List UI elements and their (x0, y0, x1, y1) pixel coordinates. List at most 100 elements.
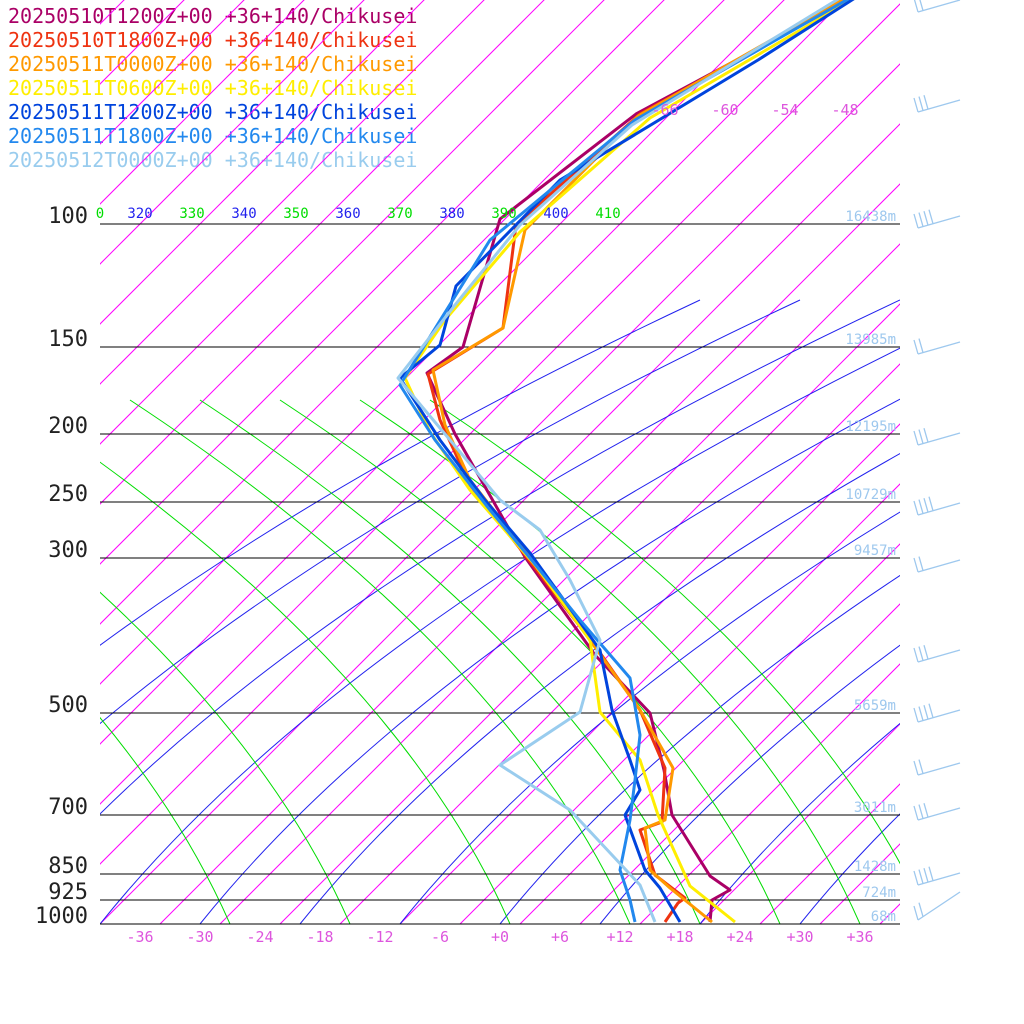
isotherm-line (100, 0, 785, 685)
moist-adiabat-line (100, 717, 231, 924)
wind-barb (913, 427, 961, 446)
temperature-tick-label: +12 (606, 928, 633, 946)
height-label: 68m (871, 909, 896, 925)
isotherm-label: -60 (711, 101, 738, 119)
isotherm-line (279, 303, 900, 924)
height-label: 13985m (845, 332, 896, 348)
theta-label: 320 (127, 206, 152, 222)
isotherm-line (100, 0, 365, 265)
wind-barb (913, 703, 961, 723)
temperature-tick-label: +0 (491, 928, 509, 946)
isotherm-line (399, 423, 900, 924)
dry-adiabat-line (100, 347, 900, 924)
isotherm-line (100, 0, 605, 505)
pressure-label: 150 (48, 327, 88, 352)
height-label: 5659m (854, 698, 896, 714)
temperature-tick-label: +6 (551, 928, 569, 946)
isotherm-line (579, 603, 900, 924)
temperature-tick-label: +18 (666, 928, 693, 946)
dry-adiabat-line (100, 299, 701, 646)
pressure-label: 300 (48, 538, 88, 563)
height-label: 16438m (845, 209, 896, 225)
legend-item: 20250511T1800Z+00 +36+140/Chikusei (8, 124, 418, 148)
moist-adiabat-line (129, 399, 631, 924)
temperature-tick-label: +36 (846, 928, 873, 946)
isotherm-line (159, 183, 900, 924)
wind-barb (913, 866, 961, 886)
wind-barb (913, 802, 961, 821)
moist-adiabat-line (199, 399, 701, 924)
isotherm-line (759, 783, 900, 924)
temperature-profile-line (403, 0, 855, 924)
temperature-tick-label: -12 (366, 928, 393, 946)
legend-item: 20250512T0000Z+00 +36+140/Chikusei (8, 148, 418, 172)
temperature-tick-label: -6 (431, 928, 449, 946)
temperature-tick-label: +24 (726, 928, 753, 946)
wind-barb (913, 556, 961, 573)
dry-adiabat-line (699, 722, 900, 924)
theta-label: 380 (439, 206, 464, 222)
theta-label: 350 (283, 206, 308, 222)
isotherm-line (100, 63, 900, 865)
pressure-label: 925 (48, 880, 88, 905)
wind-barb (913, 338, 961, 355)
isotherm-label: -66 (651, 101, 678, 119)
dry-adiabat-line (499, 574, 900, 924)
wind-barb (913, 891, 961, 921)
pressure-label: 250 (48, 482, 88, 507)
pressure-label: 200 (48, 414, 88, 439)
isotherm-line (100, 0, 845, 745)
height-label: 3011m (854, 800, 896, 816)
isotherm-line (339, 363, 900, 924)
height-label: 724m (862, 885, 896, 901)
theta-label: 410 (595, 206, 620, 222)
height-label: 9457m (854, 543, 896, 559)
moist-adiabat-line (100, 461, 511, 924)
theta-label: 0 (96, 206, 104, 222)
moist-adiabat-line (429, 399, 900, 865)
theta-label: 330 (179, 206, 204, 222)
temperature-tick-label: -18 (306, 928, 333, 946)
wind-barb (913, 496, 961, 516)
moist-adiabat-line (279, 399, 781, 924)
legend-item: 20250511T1200Z+00 +36+140/Chikusei (8, 100, 418, 124)
moist-adiabat-line (100, 591, 351, 924)
isotherm-line (819, 843, 900, 924)
legend-item: 20250510T1200Z+00 +36+140/Chikusei (8, 4, 418, 28)
moist-adiabat-line (100, 922, 101, 924)
isotherm-line (100, 3, 900, 805)
wind-barb (913, 644, 961, 663)
height-label: 12195m (845, 419, 896, 435)
isotherm-line (879, 903, 900, 924)
pressure-label: 500 (48, 693, 88, 718)
wind-barb (913, 0, 961, 13)
pressure-label: 100 (48, 204, 88, 229)
isotherm-line (219, 243, 900, 924)
pressure-label: 850 (48, 854, 88, 879)
temperature-profile-line (396, 0, 840, 923)
dry-adiabat-line (399, 511, 900, 924)
temperature-tick-label: -30 (186, 928, 213, 946)
dry-adiabat-line (199, 398, 900, 924)
isotherm-line (100, 0, 545, 445)
dry-adiabat-line (100, 299, 900, 815)
temperature-tick-label: -24 (246, 928, 273, 946)
legend-item: 20250511T0000Z+00 +36+140/Chikusei (8, 52, 418, 76)
dry-adiabat-line (799, 813, 900, 924)
temperature-profile-line (425, 0, 852, 923)
isotherm-line (1000, 0, 1024, 924)
isotherm-line (639, 663, 900, 924)
wind-barb (913, 94, 961, 113)
wind-barb (913, 209, 961, 229)
theta-label: 400 (543, 206, 568, 222)
legend-item: 20250510T1800Z+00 +36+140/Chikusei (8, 28, 418, 52)
wind-barb (913, 759, 961, 776)
pressure-label: 1000 (35, 904, 88, 929)
temperature-tick-label: +30 (786, 928, 813, 946)
temperature-profile-line (398, 0, 850, 923)
isotherm-line (100, 0, 665, 565)
temperature-tick-label: -36 (126, 928, 153, 946)
theta-label: 390 (491, 206, 516, 222)
isotherm-line (519, 543, 900, 924)
